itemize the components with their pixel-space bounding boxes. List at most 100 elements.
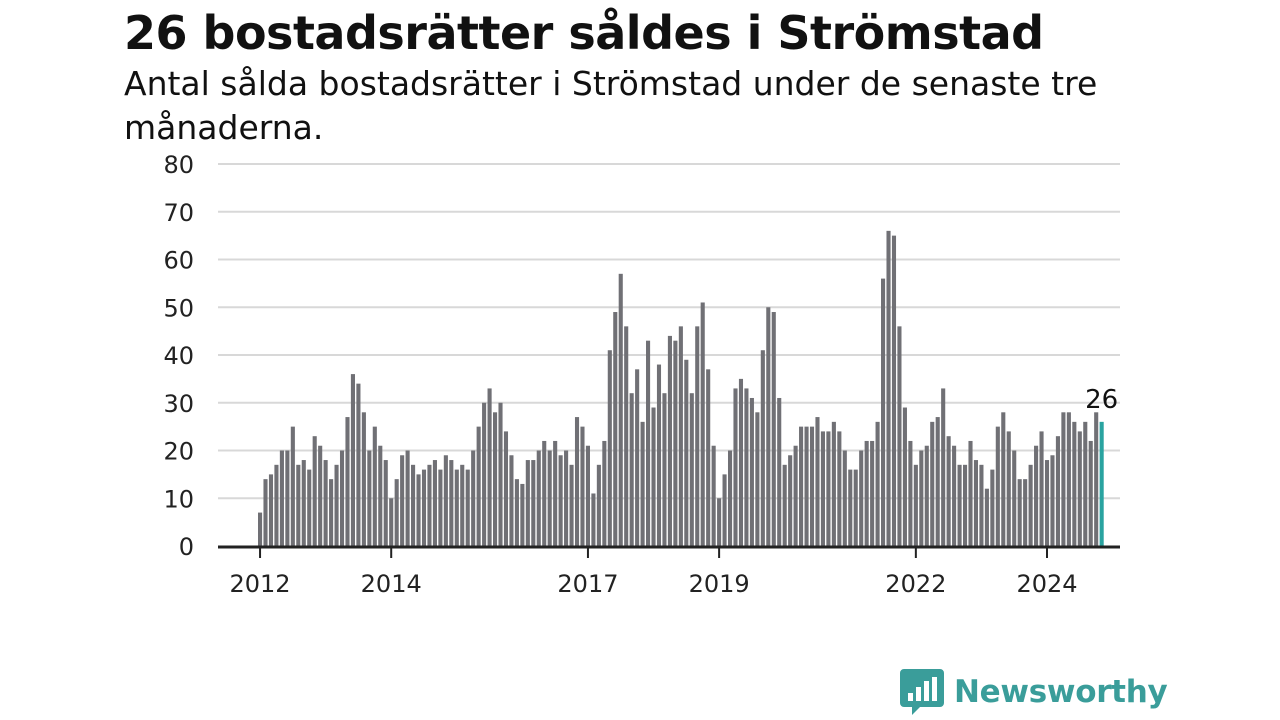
bar <box>930 421 935 546</box>
bar <box>613 312 618 546</box>
bar <box>482 402 487 546</box>
bar <box>760 350 765 546</box>
bar <box>640 421 645 546</box>
y-tick-label: 40 <box>163 342 194 370</box>
bar <box>826 431 831 546</box>
bar <box>443 455 448 546</box>
y-tick-label: 20 <box>163 438 194 466</box>
y-tick-label: 0 <box>179 533 194 561</box>
bar <box>1088 440 1093 546</box>
bar <box>831 421 836 546</box>
bar <box>820 431 825 546</box>
x-tick-label: 2024 <box>1016 570 1077 598</box>
bar <box>361 412 366 546</box>
bar <box>564 450 569 546</box>
bar <box>531 460 536 546</box>
bar <box>700 302 705 546</box>
bar <box>809 426 815 547</box>
bar <box>1072 421 1077 546</box>
bar <box>864 440 869 546</box>
x-tick-label: 2017 <box>557 570 618 598</box>
bar <box>1061 412 1066 546</box>
bar <box>695 326 700 546</box>
bar <box>334 464 339 546</box>
bar <box>1077 431 1082 546</box>
bar <box>1066 412 1071 546</box>
newsworthy-chart-bubble-icon <box>900 669 944 715</box>
bar <box>580 426 585 547</box>
bar <box>356 383 361 546</box>
y-axis-ticks: 0 10 20 30 40 50 60 70 80 <box>163 151 194 561</box>
bar <box>651 407 656 546</box>
bar <box>667 335 672 546</box>
bar <box>394 479 399 546</box>
bar <box>722 474 727 547</box>
bar <box>624 326 629 546</box>
bar <box>984 488 989 546</box>
bar-highlighted <box>1099 421 1104 546</box>
bar <box>902 407 907 546</box>
bar <box>990 469 995 546</box>
bar <box>400 455 405 546</box>
bar <box>416 474 421 547</box>
bar <box>585 445 590 546</box>
bar <box>1050 455 1055 546</box>
y-tick-label: 70 <box>163 199 194 227</box>
bar <box>1034 445 1039 546</box>
bar <box>935 417 940 546</box>
bar <box>553 440 558 546</box>
bar <box>749 397 754 546</box>
bar <box>1028 464 1033 546</box>
bar <box>520 483 525 546</box>
bar <box>870 440 875 546</box>
bar <box>673 340 678 546</box>
bar <box>296 464 301 546</box>
bar <box>367 450 372 546</box>
bar <box>258 512 263 546</box>
bar <box>542 440 547 546</box>
bar <box>438 469 443 546</box>
bar <box>318 445 323 546</box>
bar <box>498 402 503 546</box>
bar <box>607 350 612 546</box>
bar <box>602 440 607 546</box>
bar <box>941 388 946 546</box>
bar <box>717 498 722 546</box>
bar <box>1017 479 1022 546</box>
brand-logo: Newsworthy <box>900 669 1168 715</box>
bar <box>339 450 345 546</box>
bar <box>1055 436 1060 546</box>
x-tick-label: 2022 <box>885 570 946 598</box>
x-axis-ticks: 2012 2014 2017 2019 2022 2024 <box>230 548 1078 598</box>
bar <box>755 412 760 546</box>
x-tick-label: 2014 <box>361 570 422 598</box>
x-tick-label: 2019 <box>689 570 750 598</box>
bar <box>711 445 716 546</box>
bar <box>908 440 913 546</box>
y-tick-label: 30 <box>163 390 194 418</box>
bar <box>662 393 667 546</box>
bar <box>487 388 492 546</box>
bar <box>591 493 596 546</box>
bar <box>268 474 274 547</box>
bar <box>815 417 820 546</box>
bar <box>733 388 738 546</box>
bar <box>411 464 416 546</box>
bar <box>629 393 634 546</box>
chart-subtitle: Antal sålda bostadsrätter i Strömstad un… <box>124 64 1098 147</box>
last-value-label: 26 <box>1085 385 1118 415</box>
bar <box>279 450 284 546</box>
bar <box>471 450 476 546</box>
bar <box>946 436 951 546</box>
bar <box>460 464 465 546</box>
bar <box>706 369 711 546</box>
bar <box>323 460 328 546</box>
bar <box>837 431 842 546</box>
bar <box>547 450 552 546</box>
y-tick-label: 60 <box>163 247 194 275</box>
bar <box>848 469 853 546</box>
y-tick-label: 80 <box>163 151 194 179</box>
bar <box>853 469 858 546</box>
bar <box>881 278 886 546</box>
